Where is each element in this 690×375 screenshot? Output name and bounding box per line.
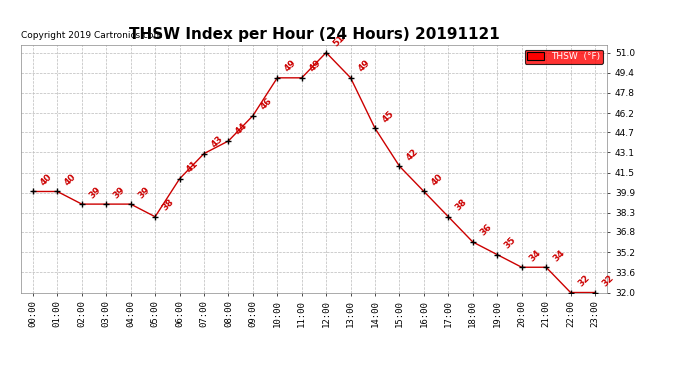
Text: 49: 49 — [307, 58, 323, 74]
Text: 38: 38 — [161, 197, 176, 213]
Text: 42: 42 — [405, 147, 420, 162]
Text: 40: 40 — [429, 172, 444, 188]
Text: 49: 49 — [356, 58, 371, 74]
Legend: THSW  (°F): THSW (°F) — [524, 50, 602, 64]
Text: 45: 45 — [381, 109, 396, 124]
Text: 51: 51 — [332, 33, 347, 48]
Text: 34: 34 — [552, 248, 567, 263]
Text: 38: 38 — [454, 197, 469, 213]
Text: Copyright 2019 Cartronics.com: Copyright 2019 Cartronics.com — [21, 31, 162, 40]
Text: 35: 35 — [503, 235, 518, 250]
Text: 39: 39 — [88, 184, 103, 200]
Text: 32: 32 — [576, 273, 591, 288]
Title: THSW Index per Hour (24 Hours) 20191121: THSW Index per Hour (24 Hours) 20191121 — [128, 27, 500, 42]
Text: 49: 49 — [283, 58, 298, 74]
Text: 39: 39 — [112, 184, 127, 200]
Text: 44: 44 — [234, 122, 249, 137]
Text: 34: 34 — [527, 248, 542, 263]
Text: 46: 46 — [259, 96, 274, 111]
Text: 39: 39 — [136, 184, 152, 200]
Text: 41: 41 — [185, 159, 200, 175]
Text: 40: 40 — [39, 172, 54, 188]
Text: 40: 40 — [63, 172, 78, 188]
Text: 36: 36 — [478, 223, 493, 238]
Text: 43: 43 — [210, 134, 225, 149]
Text: 32: 32 — [600, 273, 615, 288]
